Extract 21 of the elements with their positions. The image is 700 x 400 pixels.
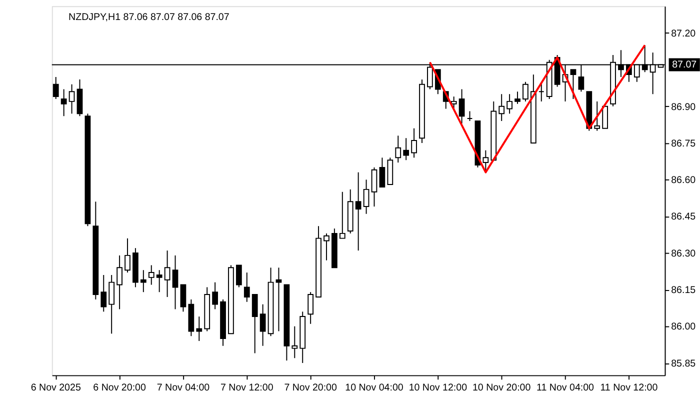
- x-tick-label: 7 Nov 12:00: [220, 382, 274, 394]
- y-tick-label: 87.20: [671, 28, 696, 40]
- text: NZDJPY,H1 87.06 87.07 87.06 87.07: [68, 12, 230, 23]
- x-tick-label: 6 Nov 20:00: [93, 382, 146, 394]
- x-tick-label: 11 Nov 12:00: [600, 382, 658, 394]
- y-tick-label: 86.45: [671, 212, 696, 223]
- x-tick-label: 7 Nov 20:00: [284, 382, 338, 394]
- x-tick-label: 10 Nov 12:00: [408, 382, 468, 394]
- x-tick-label: 10 Nov 04:00: [345, 382, 404, 394]
- y-tick-label: 86.90: [671, 102, 696, 113]
- y-tick-label: 86.75: [671, 138, 696, 150]
- x-tick-label: 7 Nov 04:00: [156, 382, 210, 394]
- x-tick-label: 10 Nov 20:00: [472, 382, 532, 394]
- x-tick-label: 6 Nov 2025: [30, 382, 82, 394]
- x-tick-label: 11 Nov 04:00: [536, 382, 595, 394]
- y-tick-label: 85.85: [671, 358, 696, 370]
- y-tick-label: 86.60: [671, 175, 696, 186]
- y-tick-label: 86.15: [671, 285, 696, 296]
- ref-line-label: 87.07: [672, 60, 697, 71]
- y-tick-label: 86.00: [671, 322, 696, 333]
- y-tick-label: 86.30: [671, 248, 696, 260]
